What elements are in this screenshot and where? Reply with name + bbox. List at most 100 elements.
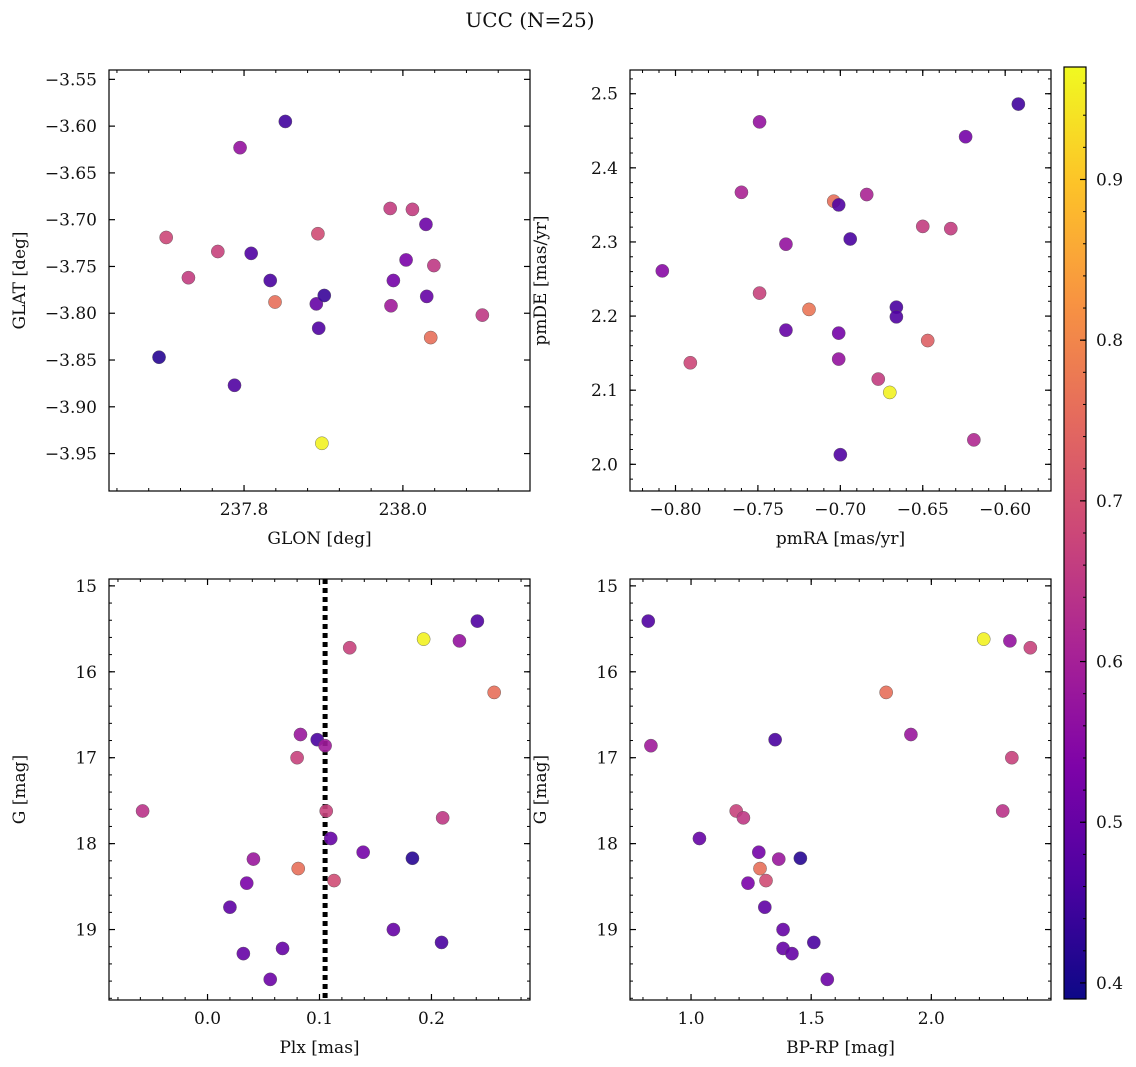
x-tick-label: −0.70 — [814, 500, 866, 520]
data-point — [692, 831, 707, 846]
data-point — [291, 861, 306, 876]
data-point — [736, 811, 751, 825]
y-axis-label: GLAT [deg] — [10, 231, 30, 329]
y-tick-label: 19 — [75, 921, 97, 941]
data-point — [452, 634, 467, 648]
data-point — [236, 946, 251, 961]
plot-frame — [108, 69, 531, 492]
data-point — [309, 297, 324, 311]
data-point — [239, 876, 254, 890]
y-tick-label: −3.90 — [45, 398, 97, 418]
data-point — [405, 851, 420, 866]
data-point — [920, 333, 935, 348]
data-point — [779, 237, 793, 251]
data-point — [779, 323, 793, 337]
x-axis-label: Plx [mas] — [279, 1038, 359, 1058]
data-point — [383, 201, 397, 216]
data-point — [741, 876, 755, 890]
colorbar-tick-label: 0.8 — [1096, 331, 1123, 351]
y-tick-label: 19 — [596, 921, 618, 941]
x-axis-label: BP-RP [mag] — [786, 1038, 895, 1058]
y-axis-label: G [mag] — [10, 755, 30, 824]
colorbar-tick-label: 0.9 — [1096, 170, 1123, 190]
y-axis-label: pmDE [mas/yr] — [531, 215, 551, 345]
data-point — [641, 614, 656, 628]
plot-frame — [629, 69, 1052, 492]
colorbar-gradient — [1063, 66, 1087, 1000]
data-point — [244, 246, 258, 261]
data-point — [967, 433, 981, 447]
x-axis-label: GLON [deg] — [267, 529, 371, 549]
colorbar-tick-label: 0.5 — [1096, 813, 1123, 833]
data-point — [889, 310, 904, 324]
colorbar-tick-label: 0.7 — [1096, 492, 1123, 512]
data-point — [135, 804, 150, 818]
plot-frame — [629, 578, 1052, 1001]
data-point — [293, 727, 308, 742]
data-point — [275, 941, 290, 956]
data-point — [386, 273, 401, 288]
data-point — [434, 935, 449, 950]
data-point — [831, 352, 846, 366]
y-tick-label: −3.55 — [45, 70, 97, 90]
y-tick-label: −3.80 — [45, 304, 97, 324]
data-point — [871, 372, 886, 386]
x-tick-label: 1.0 — [678, 1009, 705, 1029]
data-point — [246, 852, 261, 866]
y-tick-label: 18 — [75, 835, 97, 855]
data-point — [771, 852, 786, 866]
y-tick-label: 17 — [75, 749, 97, 769]
x-axis-label: pmRA [mas/yr] — [776, 529, 905, 549]
x-tick-label: −0.75 — [732, 500, 784, 520]
data-point — [223, 900, 237, 915]
data-point — [233, 140, 247, 155]
data-point — [644, 738, 658, 753]
data-point — [315, 436, 329, 451]
colorbar-tick-label: 0.6 — [1096, 653, 1123, 673]
data-point — [419, 217, 433, 232]
data-point — [904, 727, 918, 742]
x-tick-label: 2.0 — [918, 1009, 945, 1029]
data-point — [159, 230, 173, 245]
y-tick-label: 16 — [596, 663, 618, 683]
x-tick-label: −0.60 — [979, 500, 1031, 520]
data-point — [263, 273, 278, 288]
data-point — [323, 831, 338, 846]
data-point — [943, 221, 958, 236]
data-point — [318, 738, 332, 753]
data-point — [768, 732, 782, 747]
x-tick-label: 237.8 — [220, 500, 269, 520]
data-point — [475, 308, 490, 322]
x-tick-label: 238.0 — [379, 500, 428, 520]
data-point — [356, 845, 370, 860]
y-tick-label: −3.75 — [45, 257, 97, 277]
data-point — [227, 378, 242, 393]
panel-4: 1.0 1.5 2.0 15 16 17 18 19 BP-RP [mag] G [mag] — [531, 577, 1052, 1058]
y-tick-label: 18 — [596, 835, 618, 855]
y-tick-label: 2.4 — [591, 159, 618, 179]
data-point — [776, 922, 790, 937]
data-point — [976, 632, 991, 646]
panel-2: −0.80 −0.75 −0.70 −0.65 −0.60 2.0 2.1 2.2 2.3 2.4… — [531, 69, 1052, 549]
data-point — [405, 202, 420, 217]
data-point — [263, 972, 278, 987]
data-point — [759, 873, 773, 888]
data-point — [752, 115, 767, 129]
data-point — [879, 685, 893, 700]
data-point — [181, 270, 196, 285]
data-point — [753, 861, 767, 876]
data-point — [655, 264, 670, 278]
data-point — [311, 321, 326, 336]
y-tick-label: −3.85 — [45, 351, 97, 371]
data-point — [683, 355, 698, 370]
data-point — [384, 298, 398, 313]
panel-1: 237.8 238.0 −3.55 −3.60 −3.65 −3.70 −3.75 −3.80… — [10, 69, 531, 549]
data-point — [758, 900, 772, 915]
data-point — [958, 129, 973, 144]
data-point — [419, 289, 434, 304]
data-point — [752, 286, 767, 300]
y-tick-label: 2.0 — [591, 455, 618, 475]
data-point — [915, 219, 930, 234]
data-point — [882, 385, 897, 400]
